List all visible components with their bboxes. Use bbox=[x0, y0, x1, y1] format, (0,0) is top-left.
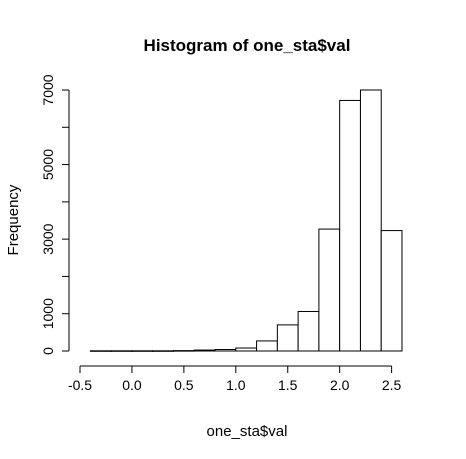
x-axis: -0.5 0.0 0.5 1.0 1.5 2.0 2.5 bbox=[68, 365, 402, 393]
x-tick-label: -0.5 bbox=[68, 377, 92, 393]
chart-title: Histogram of one_sta$val bbox=[144, 36, 351, 55]
histogram-bar bbox=[276, 324, 299, 352]
x-tick-label: 2.0 bbox=[330, 377, 350, 393]
y-tick-label: 0 bbox=[40, 347, 56, 355]
y-axis-label: Frequency bbox=[5, 184, 22, 255]
histogram-bar bbox=[256, 340, 278, 352]
histogram-bar bbox=[172, 350, 195, 352]
y-tick-label: 3000 bbox=[40, 223, 56, 254]
y-tick-label: 7000 bbox=[40, 74, 56, 105]
histogram-bar bbox=[193, 349, 216, 352]
histogram-bar bbox=[359, 89, 382, 352]
histogram-bar bbox=[89, 350, 112, 352]
histogram-bar bbox=[235, 347, 258, 352]
x-tick-label: 1.5 bbox=[278, 377, 298, 393]
x-tick-label: 0.5 bbox=[174, 377, 194, 393]
x-tick-label: 0.0 bbox=[122, 377, 142, 393]
histogram-bar bbox=[297, 310, 320, 352]
histogram-bar bbox=[152, 350, 174, 352]
x-tick-label: 2.5 bbox=[382, 377, 402, 393]
histogram-bar bbox=[214, 349, 237, 352]
y-tick-label: 5000 bbox=[40, 149, 56, 180]
histogram-bar bbox=[380, 230, 403, 352]
histogram-bar bbox=[110, 350, 133, 352]
histogram-bar bbox=[318, 228, 341, 352]
y-tick-label: 1000 bbox=[40, 298, 56, 329]
x-tick-label: 1.0 bbox=[226, 377, 246, 393]
histogram-bar bbox=[339, 99, 361, 352]
bars-group bbox=[89, 89, 403, 352]
histogram-bar bbox=[131, 350, 154, 352]
y-axis: 0 1000 3000 5000 7000 bbox=[40, 74, 70, 355]
x-axis-label: one_sta$val bbox=[207, 423, 288, 440]
